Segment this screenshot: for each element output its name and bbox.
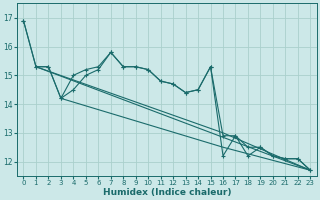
X-axis label: Humidex (Indice chaleur): Humidex (Indice chaleur): [103, 188, 231, 197]
